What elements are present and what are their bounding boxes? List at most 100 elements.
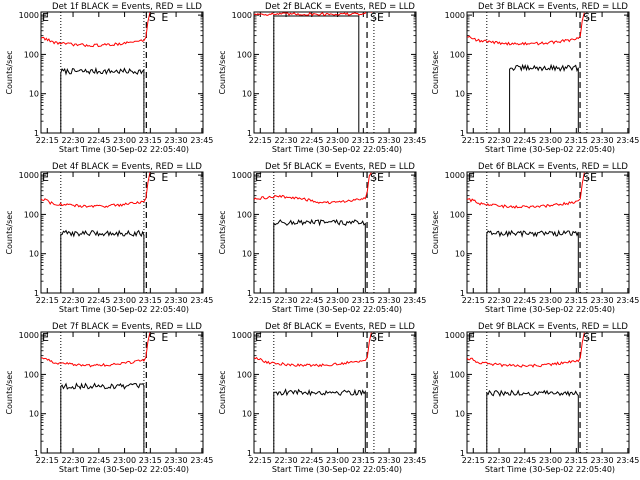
saa-end-marker: E (255, 331, 262, 344)
y-tick-label: 100 (237, 210, 252, 219)
saa-start-marker: S (149, 171, 156, 184)
plot-frame (40, 11, 204, 134)
y-tick-label: 10 (242, 410, 252, 419)
x-tick-label: 22:45 (300, 456, 323, 465)
plot-area (41, 332, 151, 453)
saa-end-marker: E (255, 171, 262, 184)
saa-end-marker: E (468, 331, 475, 344)
y-axis-label: Counts/sec (5, 210, 14, 254)
x-axis-label: Start Time (30-Sep-02 22:05:40) (59, 305, 189, 314)
chart-panel-4: Det 4f BLACK = Events, RED = LLD 1 10 100 10… (5, 162, 213, 314)
y-tick-label: 10 (29, 410, 39, 419)
x-axis-label: Start Time (30-Sep-02 22:05:40) (272, 305, 402, 314)
y-tick-label: 1000 (232, 11, 252, 20)
chart-title: Det 3f BLACK = Events, RED = LLD (478, 2, 628, 12)
x-tick-label: 23:15 (565, 456, 588, 465)
y-axis-label: Counts/sec (5, 370, 14, 414)
x-tick-label: 23:00 (326, 456, 349, 465)
plot-frame (253, 331, 417, 454)
x-tick-label: 23:45 (403, 136, 426, 145)
x-tick-label: 23:15 (565, 136, 588, 145)
x-tick-label: 22:15 (249, 456, 272, 465)
saa-start-marker: S (370, 171, 377, 184)
x-tick-label: 23:15 (352, 136, 375, 145)
lld-series-line (41, 12, 151, 48)
y-axis-label: Counts/sec (218, 210, 227, 254)
x-axis-label: Start Time (30-Sep-02 22:05:40) (485, 305, 615, 314)
saa-start-marker: S (583, 331, 590, 344)
x-tick-label: 23:30 (165, 136, 188, 145)
y-tick-label: 1000 (445, 331, 465, 340)
x-tick-label: 22:15 (36, 456, 59, 465)
lld-recovery-line (207, 173, 212, 207)
x-tick-label: 22:15 (462, 136, 485, 145)
x-tick-label: 23:45 (403, 296, 426, 305)
saa-end-marker: E (161, 11, 168, 24)
x-tick-label: 22:15 (36, 136, 59, 145)
x-tick-label: 22:45 (87, 136, 110, 145)
y-tick-label: 100 (450, 210, 465, 219)
plot-frame (40, 171, 204, 294)
plot-frame (466, 11, 630, 134)
x-tick-label: 22:15 (462, 456, 485, 465)
x-tick-label: 22:15 (249, 296, 272, 305)
lld-series-line (467, 332, 585, 368)
saa-start-marker: S (370, 331, 377, 344)
y-tick-label: 100 (24, 50, 39, 59)
events-series-line (60, 66, 145, 133)
x-tick-label: 23:15 (352, 296, 375, 305)
chart-panel-6: Det 6f BLACK = Events, RED = LLD 1 10 100 10… (431, 162, 639, 314)
plot-area (41, 12, 151, 133)
x-tick-label: 23:30 (378, 456, 401, 465)
y-tick-label: 1 (34, 449, 39, 458)
y-tick-label: 100 (24, 370, 39, 379)
y-tick-label: 100 (450, 50, 465, 59)
x-tick-label: 23:15 (139, 296, 162, 305)
lld-recovery-line (633, 13, 638, 47)
x-tick-label: 23:45 (616, 456, 639, 465)
plot-area (467, 172, 638, 293)
chart-panel-1: Det 1f BLACK = Events, RED = LLD 1 10 100 10… (5, 2, 213, 154)
chart-title: Det 7f BLACK = Events, RED = LLD (52, 322, 202, 332)
x-tick-label: 23:45 (190, 456, 213, 465)
lld-series-line (254, 172, 372, 205)
chart-panel-9: Det 9f BLACK = Events, RED = LLD 1 10 100 10… (431, 322, 639, 474)
x-axis-label: Start Time (30-Sep-02 22:05:40) (485, 145, 615, 154)
y-axis-label: Counts/sec (5, 50, 14, 94)
x-tick-label: 22:15 (249, 136, 272, 145)
x-tick-label: 22:30 (488, 296, 511, 305)
y-axis-label: Counts/sec (431, 210, 440, 254)
events-series-line (273, 218, 366, 293)
saa-start-marker: S (583, 171, 590, 184)
x-tick-label: 23:30 (591, 456, 614, 465)
plot-frame (466, 331, 630, 454)
y-tick-label: 1000 (232, 171, 252, 180)
x-axis-label: Start Time (30-Sep-02 22:05:40) (272, 145, 402, 154)
y-tick-label: 10 (455, 90, 465, 99)
saa-end-marker: E (590, 171, 597, 184)
x-axis-label: Start Time (30-Sep-02 22:05:40) (485, 465, 615, 474)
lld-series-line (41, 332, 151, 368)
x-tick-label: 23:30 (591, 136, 614, 145)
plot-frame (253, 11, 417, 134)
events-series-line (273, 15, 360, 133)
saa-end-marker: E (42, 331, 49, 344)
y-tick-label: 10 (242, 90, 252, 99)
y-tick-label: 10 (242, 250, 252, 259)
x-tick-label: 22:15 (36, 296, 59, 305)
x-tick-label: 23:00 (113, 136, 136, 145)
x-axis-label: Start Time (30-Sep-02 22:05:40) (272, 465, 402, 474)
x-tick-label: 22:30 (275, 456, 298, 465)
lld-series-line (41, 172, 151, 209)
saa-end-marker: E (42, 11, 49, 24)
x-tick-label: 22:30 (275, 296, 298, 305)
events-series-line (486, 229, 579, 293)
y-tick-label: 1000 (19, 171, 39, 180)
y-tick-label: 100 (24, 210, 39, 219)
lld-recovery-line (633, 173, 638, 207)
x-tick-label: 22:30 (488, 136, 511, 145)
chart-panel-7: Det 7f BLACK = Events, RED = LLD 1 10 100 10… (5, 322, 213, 474)
x-tick-label: 22:45 (513, 456, 536, 465)
plot-area (467, 12, 638, 133)
lld-recovery-line (420, 173, 425, 207)
